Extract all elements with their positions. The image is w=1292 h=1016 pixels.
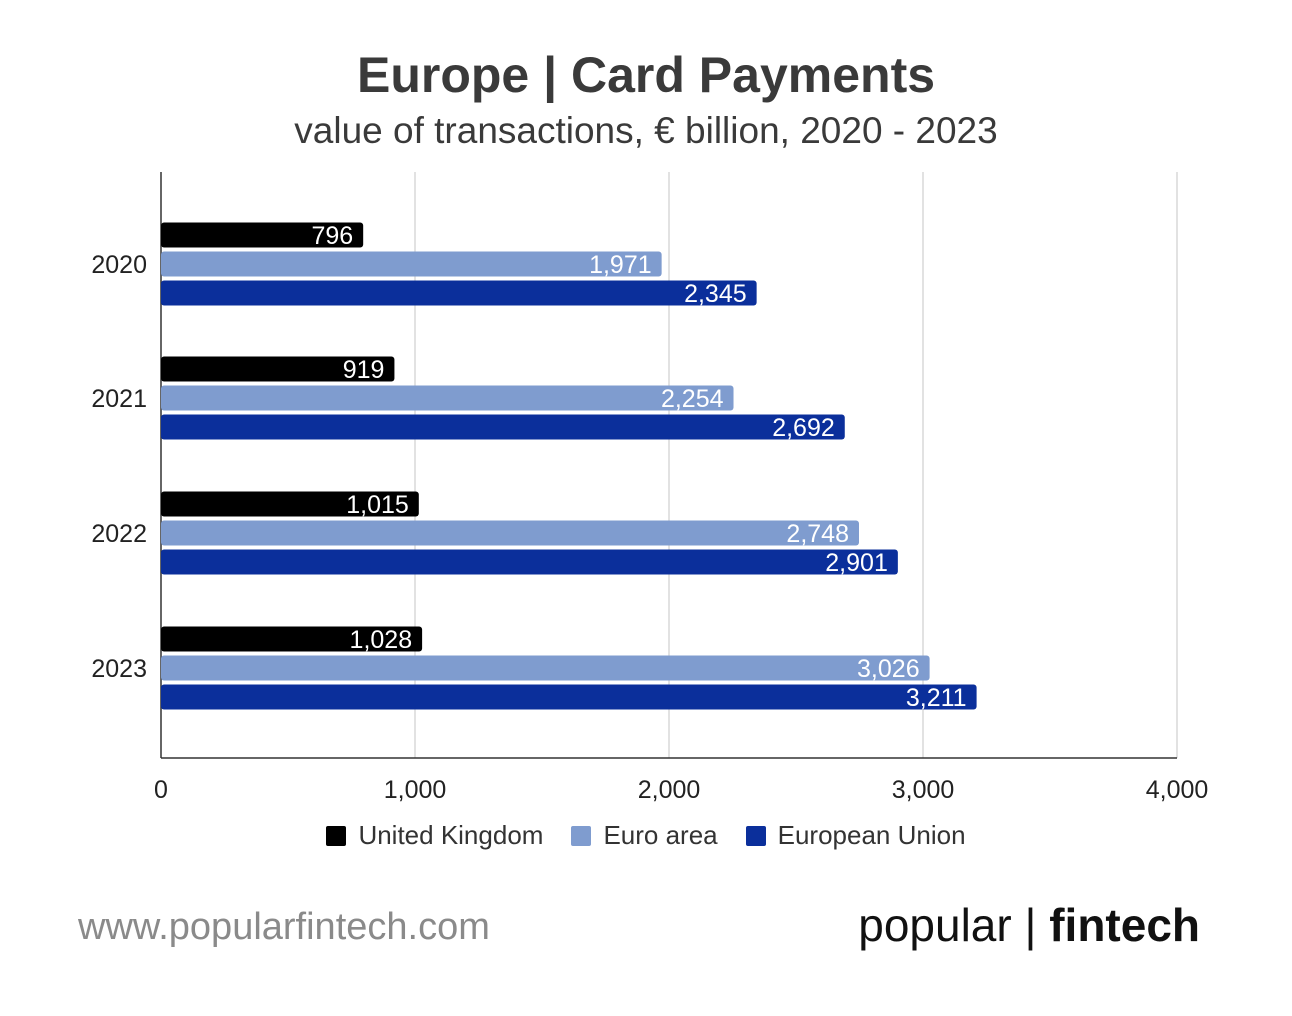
chart-subtitle: value of transactions, € billion, 2020 -… — [294, 110, 998, 151]
bar-european-union-2023 — [161, 684, 977, 710]
data-label-european-union-2021: 2,692 — [772, 414, 835, 442]
data-label-united-kingdom-2022: 1,015 — [346, 491, 409, 519]
data-label-european-union-2020: 2,345 — [684, 280, 747, 308]
bar-united-kingdom-2023 — [161, 626, 423, 652]
x-tick-label-3,000: 3,000 — [892, 776, 955, 804]
y-tick-label-2021: 2021 — [91, 385, 147, 413]
legend-swatch-european-union — [745, 825, 766, 846]
legend: United Kingdom Euro area European Union — [0, 820, 1292, 851]
data-label-euro-area-2021: 2,254 — [661, 385, 724, 413]
legend-label-european-union: European Union — [777, 820, 966, 850]
legend-swatch-euro-area — [571, 825, 592, 846]
y-tick-label-2020: 2020 — [91, 251, 147, 279]
bar-european-union-2022 — [161, 549, 898, 575]
y-tick-label-2023: 2023 — [91, 655, 147, 683]
x-tick-label-4,000: 4,000 — [1146, 776, 1209, 804]
brand-part1: popular — [858, 899, 1012, 951]
data-label-euro-area-2022: 2,748 — [786, 520, 849, 548]
x-tick-label-1,000: 1,000 — [384, 776, 447, 804]
chart-title: Europe | Card Payments — [356, 47, 936, 103]
bar-european-union-2020 — [161, 280, 757, 306]
legend-swatch-united-kingdom — [326, 825, 347, 846]
x-tick-label-2,000: 2,000 — [638, 776, 701, 804]
footer-url: www.popularfintech.com — [78, 906, 490, 948]
x-tick-label-0: 0 — [154, 776, 168, 804]
brand-logo: popular | fintech — [858, 898, 1200, 952]
brand-part2: fintech — [1049, 899, 1200, 951]
bar-united-kingdom-2022 — [161, 491, 419, 517]
bar-euro-area-2022 — [161, 520, 859, 546]
legend-item-euro-area: Euro area — [571, 820, 718, 851]
legend-label-united-kingdom: United Kingdom — [358, 820, 544, 850]
data-label-united-kingdom-2020: 796 — [311, 222, 353, 250]
data-label-united-kingdom-2023: 1,028 — [350, 626, 413, 654]
data-label-euro-area-2023: 3,026 — [857, 655, 920, 683]
data-label-euro-area-2020: 1,971 — [589, 251, 652, 279]
bar-euro-area-2021 — [161, 385, 734, 411]
data-label-european-union-2022: 2,901 — [825, 549, 888, 577]
legend-item-united-kingdom: United Kingdom — [326, 820, 543, 851]
bar-euro-area-2020 — [161, 251, 662, 277]
data-label-united-kingdom-2021: 919 — [343, 356, 385, 384]
brand-separator: | — [1024, 899, 1037, 951]
bar-euro-area-2023 — [161, 655, 930, 681]
bar-united-kingdom-2020 — [161, 222, 364, 248]
bar-united-kingdom-2021 — [161, 356, 395, 382]
legend-item-european-union: European Union — [745, 820, 966, 851]
y-tick-label-2022: 2022 — [91, 520, 147, 548]
data-label-european-union-2023: 3,211 — [906, 684, 967, 712]
legend-label-euro-area: Euro area — [603, 820, 718, 850]
bar-european-union-2021 — [161, 414, 845, 440]
